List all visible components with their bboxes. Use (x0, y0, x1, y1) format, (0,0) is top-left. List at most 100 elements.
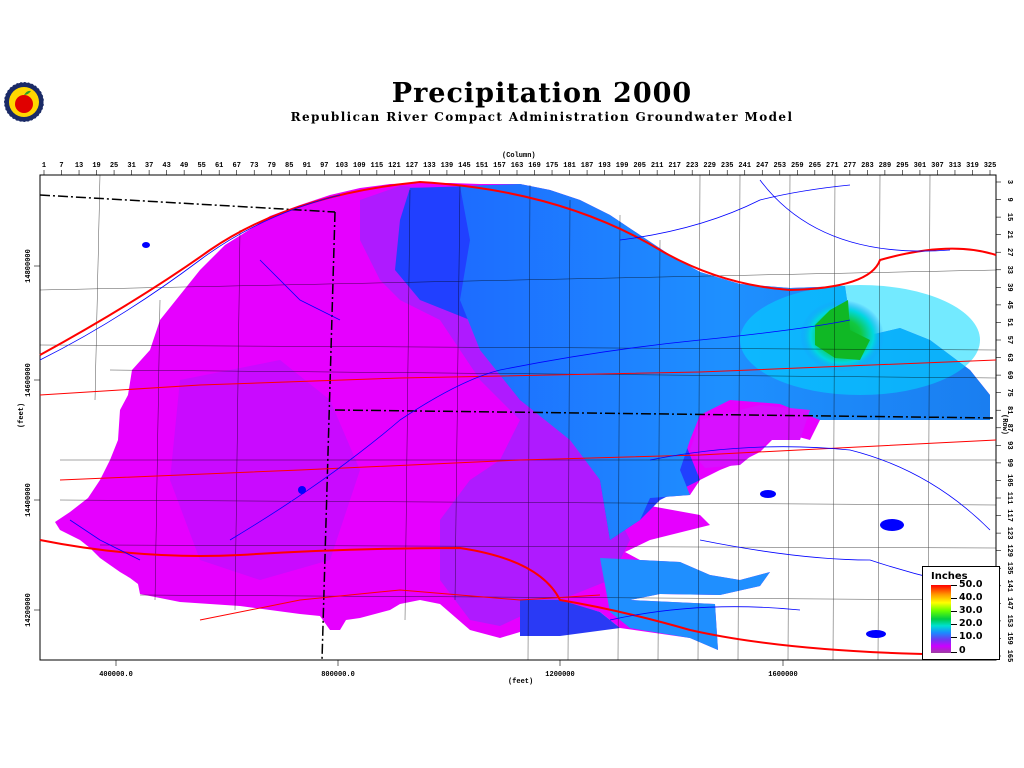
column-tick-label: 25 (110, 162, 118, 170)
row-tick-label: 105 (1005, 474, 1013, 487)
row-tick-label: 111 (1005, 492, 1013, 505)
column-tick-label: 319 (966, 162, 979, 170)
column-tick-label: 55 (197, 162, 205, 170)
row-tick-label: 159 (1005, 632, 1013, 645)
reservoir (142, 242, 150, 248)
legend-tick (951, 585, 957, 586)
legend-tick (951, 652, 957, 653)
column-tick-label: 313 (949, 162, 962, 170)
reservoir (760, 490, 776, 498)
column-tick-label: 193 (598, 162, 611, 170)
region-green-core (815, 300, 870, 360)
column-tick-label: 103 (336, 162, 349, 170)
column-tick-label: 127 (406, 162, 419, 170)
column-tick-label: 67 (233, 162, 241, 170)
row-tick-label: 15 (1005, 213, 1013, 221)
row-tick-label: 45 (1005, 301, 1013, 309)
column-tick-label: 145 (458, 162, 471, 170)
region-sky-south (600, 558, 770, 650)
column-tick-label: 49 (180, 162, 188, 170)
column-tick-label: 217 (668, 162, 681, 170)
column-tick-label: 97 (320, 162, 328, 170)
column-tick-label: 163 (511, 162, 524, 170)
column-tick-label: 289 (879, 162, 892, 170)
column-tick-label: 31 (127, 162, 135, 170)
row-tick-label: 123 (1005, 527, 1013, 540)
column-tick-label: 43 (162, 162, 170, 170)
column-tick-label: 61 (215, 162, 223, 170)
column-tick-label: 91 (303, 162, 311, 170)
row-tick-label: 87 (1005, 424, 1013, 432)
rivers (39, 179, 991, 621)
legend-color-bar (931, 585, 951, 653)
region-blue-south (520, 600, 620, 636)
column-tick-label: 295 (896, 162, 909, 170)
column-tick-label: 301 (914, 162, 927, 170)
column-tick-label: 19 (92, 162, 100, 170)
column-tick-label: 199 (616, 162, 629, 170)
column-tick-label: 121 (388, 162, 401, 170)
column-tick-label: 325 (984, 162, 997, 170)
row-tick-label: 81 (1005, 406, 1013, 414)
column-tick-label: 181 (563, 162, 576, 170)
column-tick-label: 37 (145, 162, 153, 170)
column-axis-label: (Column) (502, 152, 536, 160)
legend-title: Inches (931, 571, 968, 582)
legend-tick (951, 624, 957, 625)
column-tick-label: 169 (528, 162, 541, 170)
row-tick-label: 3 (1005, 180, 1013, 184)
column-tick-label: 259 (791, 162, 804, 170)
column-tick-label: 1 (42, 162, 46, 170)
row-tick-label: 51 (1005, 318, 1013, 326)
column-tick-label: 151 (476, 162, 489, 170)
column-tick-label: 175 (546, 162, 559, 170)
row-tick-label: 129 (1005, 544, 1013, 557)
y-tick-label: 14200000 (25, 593, 33, 627)
column-tick-label: 283 (861, 162, 874, 170)
row-tick-label: 165 (1005, 650, 1013, 663)
row-tick-label: 153 (1005, 615, 1013, 628)
column-tick-label: 139 (441, 162, 454, 170)
legend-label: 30.0 (959, 605, 983, 616)
legend-label: 10.0 (959, 631, 983, 642)
column-tick-label: 187 (581, 162, 594, 170)
x-tick-label: 800000.0 (321, 671, 355, 679)
column-tick-label: 253 (773, 162, 786, 170)
reservoir (298, 486, 306, 494)
column-tick-label: 79 (268, 162, 276, 170)
page-subtitle: Republican River Compact Administration … (290, 110, 794, 124)
page-title: Precipitation 2000 (391, 78, 693, 109)
x-unit-label: (feet) (508, 678, 534, 686)
legend: Inches 50.0 40.0 30.0 20.0 10.0 0 (922, 566, 1000, 660)
column-tick-label: 277 (844, 162, 857, 170)
region-sky (460, 184, 990, 540)
y-tick-label: 14600000 (25, 363, 33, 397)
x-tick-label: 1200000 (545, 671, 574, 679)
column-tick-label: 109 (353, 162, 366, 170)
row-tick-label: 27 (1005, 248, 1013, 256)
column-tick-label: 133 (423, 162, 436, 170)
x-ticks: 400000.0 800000.0 1200000 1600000 (99, 660, 798, 679)
legend-label: 50.0 (959, 579, 983, 590)
column-tick-label: 241 (738, 162, 751, 170)
column-tick-label: 73 (250, 162, 258, 170)
row-tick-label: 21 (1005, 230, 1013, 238)
column-tick-label: 247 (756, 162, 769, 170)
legend-label: 40.0 (959, 592, 983, 603)
column-tick-label: 85 (285, 162, 293, 170)
row-tick-label: 135 (1005, 562, 1013, 575)
column-tick-label: 115 (371, 162, 384, 170)
row-tick-label: 147 (1005, 597, 1013, 610)
row-tick-label: 117 (1005, 509, 1013, 522)
row-tick-label: 75 (1005, 388, 1013, 396)
column-tick-label: 271 (826, 162, 839, 170)
column-tick-label: 307 (931, 162, 944, 170)
row-tick-label: 93 (1005, 441, 1013, 449)
column-tick-label: 13 (75, 162, 83, 170)
y-tick-label: 14400000 (25, 483, 33, 517)
legend-label: 0 (959, 645, 966, 656)
apple-seal-icon (3, 81, 45, 123)
column-tick-label: 229 (703, 162, 716, 170)
region-violet-west (170, 360, 360, 580)
